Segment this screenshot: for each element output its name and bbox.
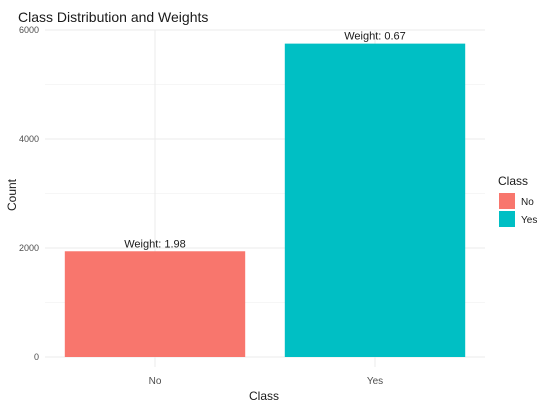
legend-title: Class [498,174,528,188]
x-tick-label-yes: Yes [367,376,383,387]
y-axis-ticks: 0 2000 4000 6000 [19,25,39,362]
y-tick-label-0: 0 [34,352,39,362]
bar-labels: Weight: 1.98 Weight: 0.67 [124,31,406,251]
chart-title: Class Distribution and Weights [18,9,208,25]
legend-swatch-yes [499,211,515,227]
y-tick-label-2: 4000 [19,134,39,144]
x-axis-ticks: No Yes [149,376,384,387]
bar-no [64,251,246,357]
x-axis-label: Class [249,389,279,403]
legend-swatch-no [499,193,515,209]
y-tick-label-3: 6000 [19,25,39,35]
y-tick-label-1: 2000 [19,243,39,253]
y-axis-label: Count [5,178,19,211]
bar-label-yes: Weight: 0.67 [344,31,406,43]
legend-entries: No Yes [499,193,537,227]
bars [64,43,466,357]
legend-label-yes: Yes [521,215,537,226]
x-tick-label-no: No [149,376,162,387]
legend: Class No Yes [498,174,537,227]
legend-label-no: No [521,197,534,208]
bar-label-no: Weight: 1.98 [124,238,186,250]
bar-yes [284,43,466,357]
